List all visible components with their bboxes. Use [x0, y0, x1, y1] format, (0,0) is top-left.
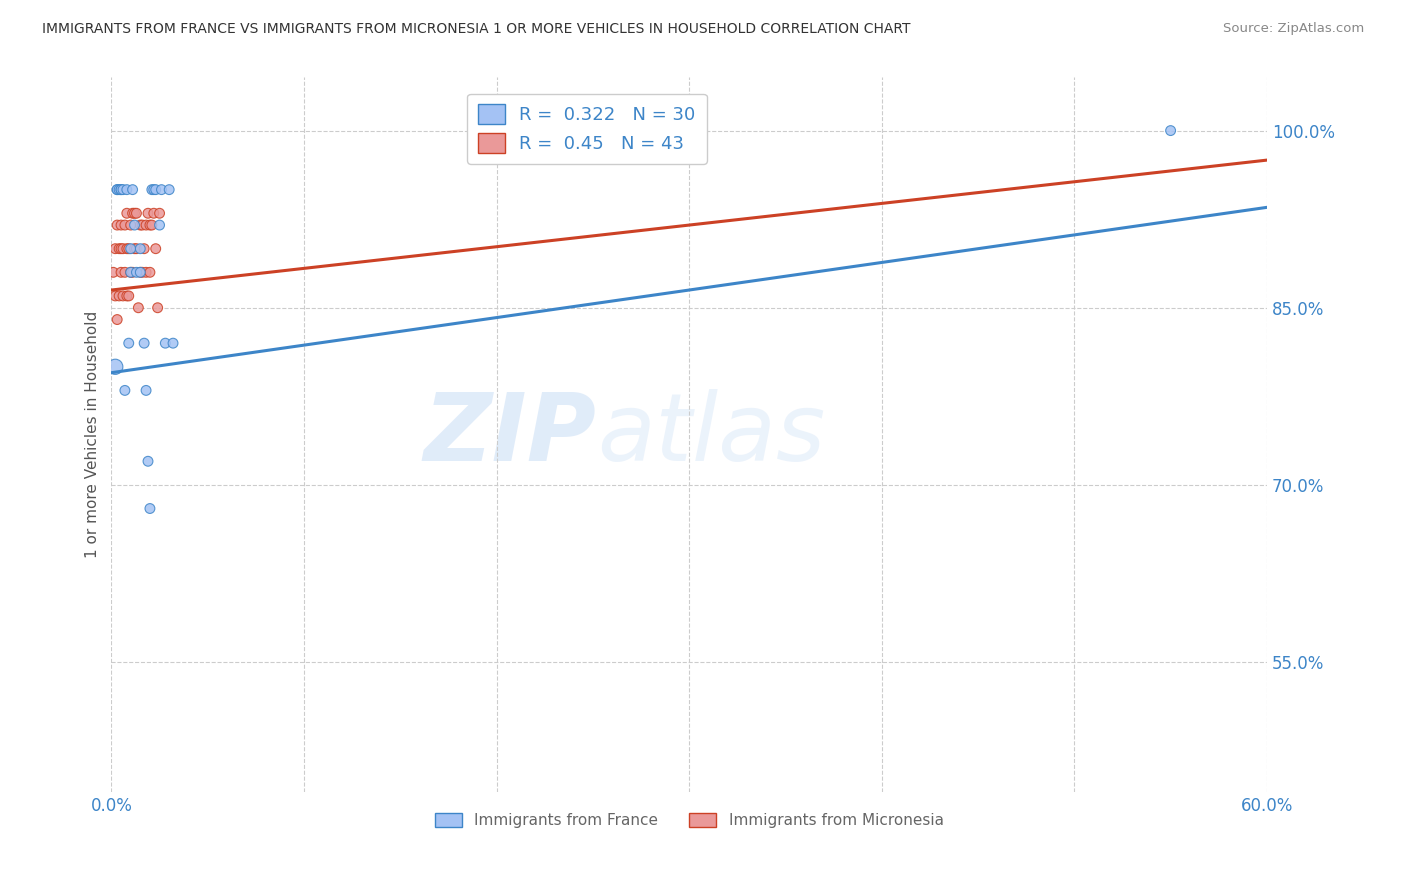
Point	[136, 454, 159, 468]
Point	[135, 384, 157, 398]
Point	[111, 242, 134, 256]
Point	[108, 242, 131, 256]
Text: Source: ZipAtlas.com: Source: ZipAtlas.com	[1223, 22, 1364, 36]
Point	[103, 265, 125, 279]
Point	[121, 265, 143, 279]
Point	[148, 206, 170, 220]
Point	[139, 218, 162, 232]
Point	[120, 242, 142, 256]
Point	[118, 242, 141, 256]
Point	[115, 206, 138, 220]
Text: atlas: atlas	[596, 389, 825, 480]
Point	[142, 183, 165, 197]
Point	[110, 183, 132, 197]
Point	[121, 183, 143, 197]
Point	[121, 206, 143, 220]
Point	[150, 183, 173, 197]
Point	[148, 218, 170, 232]
Text: IMMIGRANTS FROM FRANCE VS IMMIGRANTS FROM MICRONESIA 1 OR MORE VEHICLES IN HOUSE: IMMIGRANTS FROM FRANCE VS IMMIGRANTS FRO…	[42, 22, 911, 37]
Legend: Immigrants from France, Immigrants from Micronesia: Immigrants from France, Immigrants from …	[429, 807, 950, 834]
Point	[127, 301, 149, 315]
Point	[134, 242, 156, 256]
Point	[104, 289, 127, 303]
Point	[134, 336, 156, 351]
Point	[135, 218, 157, 232]
Point	[110, 183, 132, 197]
Point	[141, 218, 163, 232]
Point	[136, 206, 159, 220]
Point	[146, 301, 169, 315]
Point	[108, 183, 131, 197]
Point	[155, 336, 177, 351]
Point	[129, 265, 152, 279]
Point	[131, 218, 153, 232]
Text: ZIP: ZIP	[423, 389, 596, 481]
Point	[105, 218, 128, 232]
Point	[131, 265, 153, 279]
Point	[125, 242, 148, 256]
Point	[114, 384, 136, 398]
Point	[120, 265, 142, 279]
Point	[129, 218, 152, 232]
Point	[139, 265, 162, 279]
Point	[118, 336, 141, 351]
Point	[145, 242, 167, 256]
Point	[104, 242, 127, 256]
Point	[124, 218, 146, 232]
Point	[105, 183, 128, 197]
Point	[120, 265, 142, 279]
Point	[115, 183, 138, 197]
Point	[118, 289, 141, 303]
Point	[162, 336, 184, 351]
Point	[115, 289, 138, 303]
Point	[124, 206, 146, 220]
Point	[129, 242, 152, 256]
Point	[115, 242, 138, 256]
Point	[157, 183, 180, 197]
Point	[108, 289, 131, 303]
Y-axis label: 1 or more Vehicles in Household: 1 or more Vehicles in Household	[86, 311, 100, 558]
Point	[139, 501, 162, 516]
Point	[120, 218, 142, 232]
Point	[145, 183, 167, 197]
Point	[1160, 123, 1182, 137]
Point	[114, 218, 136, 232]
Point	[125, 206, 148, 220]
Point	[135, 265, 157, 279]
Point	[104, 359, 127, 374]
Point	[105, 312, 128, 326]
Point	[110, 242, 132, 256]
Point	[105, 183, 128, 197]
Point	[124, 242, 146, 256]
Point	[142, 206, 165, 220]
Point	[129, 265, 152, 279]
Point	[111, 183, 134, 197]
Point	[110, 218, 132, 232]
Point	[141, 183, 163, 197]
Point	[111, 289, 134, 303]
Point	[125, 265, 148, 279]
Point	[110, 265, 132, 279]
Point	[114, 265, 136, 279]
